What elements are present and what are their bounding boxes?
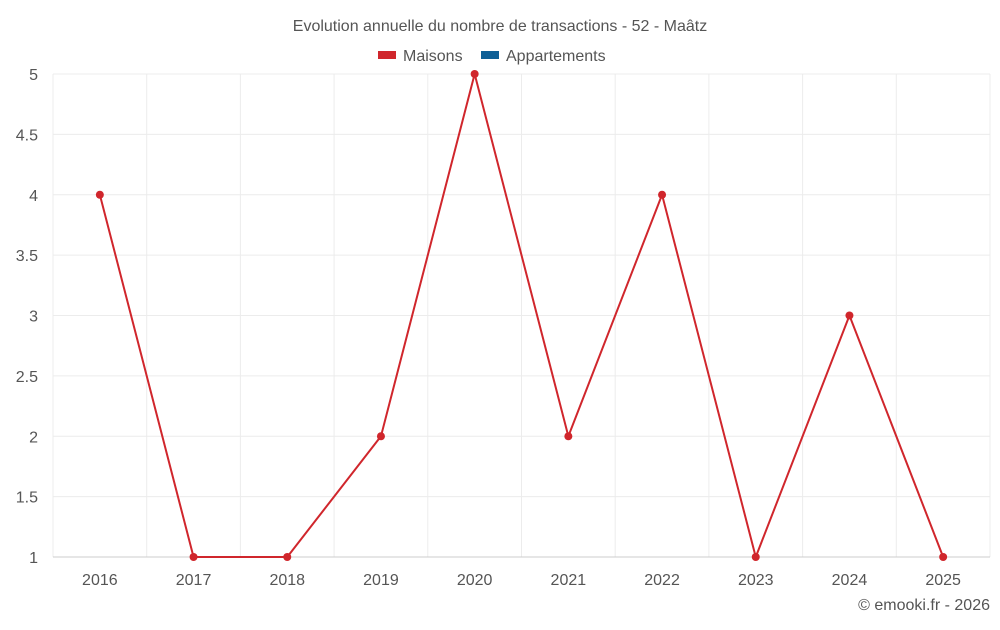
data-point-2025[interactable]	[939, 553, 948, 561]
data-point-2020[interactable]	[470, 70, 479, 78]
data-point-2017[interactable]	[189, 553, 198, 561]
series-maisons	[95, 70, 948, 561]
y-tick-label-3: 2.5	[16, 369, 38, 386]
y-tick-label-6: 4	[29, 188, 38, 205]
y-tick-label-7: 4.5	[16, 127, 38, 144]
legend-item-maisons[interactable]: Maisons	[378, 48, 463, 65]
data-point-2021[interactable]	[564, 432, 573, 441]
series-line-maisons	[98, 73, 945, 558]
legend-item-appartements[interactable]: Appartements	[481, 48, 606, 65]
y-tick-label-4: 3	[29, 309, 38, 326]
legend-swatch-maisons	[378, 51, 396, 59]
x-tick-label-2023: 2023	[738, 572, 774, 589]
x-tick-label-2020: 2020	[457, 572, 493, 589]
x-tick-label-2017: 2017	[176, 572, 212, 589]
legend: Maisons Appartements	[378, 48, 606, 65]
y-tick-label-8: 5	[29, 67, 38, 84]
x-tick-label-2016: 2016	[82, 572, 118, 589]
legend-swatch-appartements	[481, 51, 499, 59]
y-axis: 1 1.5 2 2.5 3 3.5 4 4.5 5	[16, 67, 38, 567]
x-tick-label-2025: 2025	[925, 572, 961, 589]
x-tick-label-2019: 2019	[363, 572, 399, 589]
data-point-2024[interactable]	[845, 311, 854, 320]
x-tick-label-2018: 2018	[269, 572, 305, 589]
x-axis: 2016 2017 2018 2019 2020 2021 2022 2023 2024 2025	[53, 556, 990, 589]
data-point-2018[interactable]	[283, 553, 292, 561]
x-tick-label-2022: 2022	[644, 572, 680, 589]
data-point-2019[interactable]	[376, 432, 385, 441]
data-point-2016[interactable]	[95, 190, 104, 199]
y-tick-label-0: 1	[29, 550, 38, 567]
x-tick-label-2021: 2021	[551, 572, 587, 589]
x-tick-label-2024: 2024	[832, 572, 868, 589]
data-point-2023[interactable]	[751, 553, 760, 561]
y-tick-label-5: 3.5	[16, 248, 38, 265]
legend-label-maisons: Maisons	[403, 48, 463, 65]
y-tick-label-1: 1.5	[16, 490, 38, 507]
legend-label-appartements: Appartements	[506, 48, 606, 65]
chart-title: Evolution annuelle du nombre de transact…	[293, 18, 707, 35]
data-point-2022[interactable]	[658, 190, 667, 199]
credit-text: © emooki.fr - 2026	[858, 597, 990, 614]
y-tick-label-2: 2	[29, 429, 38, 446]
